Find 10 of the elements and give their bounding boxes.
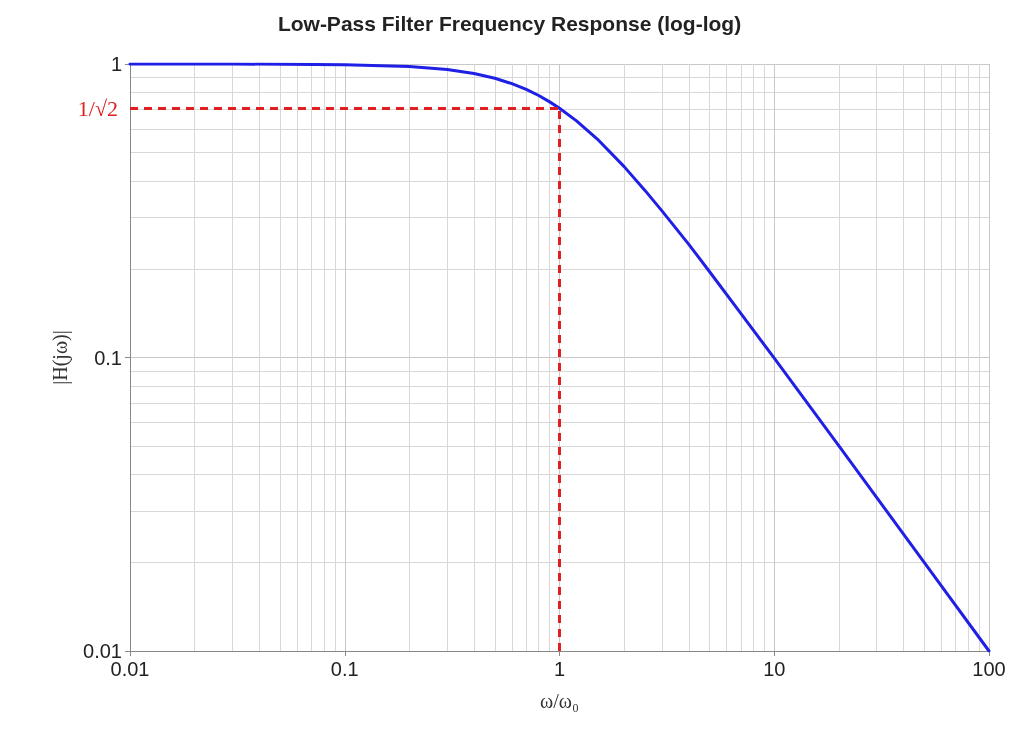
y-tick-label: 1 (110, 53, 122, 75)
x-tick-label: 10 (763, 658, 786, 680)
chart-title: Low-Pass Filter Frequency Response (log-log) (277, 12, 742, 35)
x-tick-label: 100 (972, 658, 1006, 680)
x-tick-label: 1 (553, 658, 566, 680)
x-axis-title: ω/ω₀ (540, 690, 579, 712)
x-tick-label: 0.1 (330, 658, 359, 680)
y-tick-label: 0.1 (94, 346, 122, 369)
ref-line-label: 1/√2 (77, 95, 118, 121)
y-axis-title: |H(jω)| (49, 330, 72, 385)
